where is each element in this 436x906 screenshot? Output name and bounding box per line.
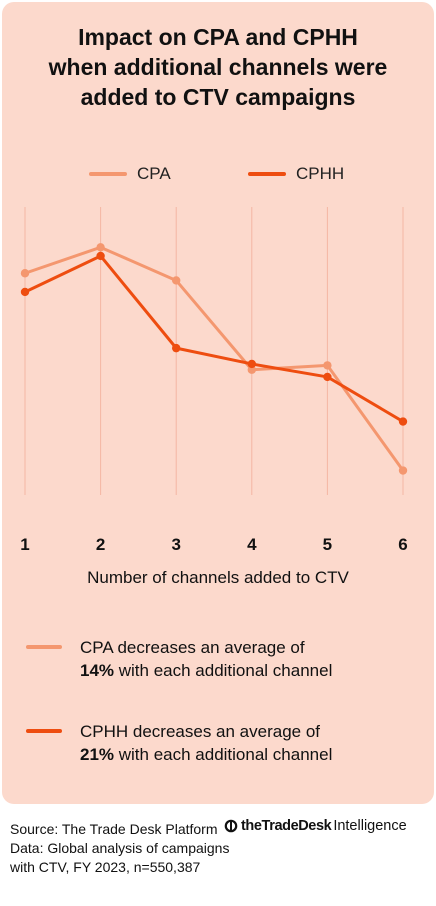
- brand-name: theTradeDesk: [241, 818, 332, 834]
- note-cphh: CPHH decreases an average of 21% with ea…: [26, 720, 332, 766]
- note-cpa: CPA decreases an average of 14% with eac…: [26, 636, 332, 682]
- source-note: Source: The Trade Desk Platform Data: Gl…: [10, 821, 230, 875]
- note-cphh-rest: with each additional channel: [114, 745, 333, 764]
- data-point-cphh: [323, 372, 332, 382]
- note-swatch-cphh: [26, 729, 62, 733]
- title-line-2: when additional channels were: [48, 54, 388, 80]
- note-text-cphh: CPHH decreases an average of 21% with ea…: [80, 720, 332, 766]
- series-line-cpa: [23, 245, 405, 473]
- x-tick-label: 6: [398, 535, 407, 554]
- brand-logo-icon: [224, 819, 238, 833]
- note-swatch-cpa: [26, 645, 62, 649]
- note-cpa-percent: 14%: [80, 661, 115, 680]
- x-axis-label: Number of channels added to CTV: [87, 568, 349, 587]
- note-cpa-rest: with each additional channel: [114, 661, 333, 680]
- data-point-cpa: [247, 365, 256, 374]
- legend-swatch-cphh: [248, 172, 286, 176]
- data-point-cphh: [172, 343, 181, 353]
- data-point-cpa: [96, 243, 105, 252]
- x-tick-label: 3: [171, 535, 180, 554]
- title-line-3: added to CTV campaigns: [80, 84, 356, 110]
- title-line-1: Impact on CPA and CPHH: [78, 24, 358, 50]
- legend-label-cphh: CPHH: [296, 164, 345, 183]
- brand-logo: theTradeDesk Intelligence: [224, 818, 407, 834]
- chart-title: Impact on CPA and CPHH when additional c…: [0, 22, 436, 112]
- data-point-cpa: [323, 361, 332, 370]
- data-point-cphh: [247, 359, 256, 369]
- note-cphh-line1: CPHH decreases an average of: [80, 722, 321, 741]
- data-point-cphh: [398, 417, 408, 426]
- series-line-cphh: [23, 254, 405, 424]
- legend-item-cphh: CPHH: [248, 162, 344, 186]
- data-point-cpa: [172, 276, 181, 285]
- note-cphh-percent: 21%: [80, 745, 115, 764]
- x-tick-label: 1: [20, 535, 29, 554]
- data-point-cpa: [398, 466, 408, 475]
- note-cpa-line1: CPA decreases an average of: [80, 638, 305, 657]
- chart-card: [2, 2, 434, 804]
- x-tick-label: 2: [96, 535, 105, 554]
- brand-sub: Intelligence: [333, 818, 407, 834]
- legend-swatch-cpa: [89, 172, 127, 176]
- x-tick-label: 5: [323, 535, 332, 554]
- legend-item-cpa: CPA: [89, 162, 171, 186]
- data-point-cpa: [20, 269, 30, 278]
- data-point-cphh: [20, 287, 30, 297]
- note-text-cpa: CPA decreases an average of 14% with eac…: [80, 636, 332, 682]
- data-point-cphh: [96, 251, 105, 261]
- legend-label-cpa: CPA: [137, 164, 171, 183]
- x-tick-label: 4: [247, 535, 257, 554]
